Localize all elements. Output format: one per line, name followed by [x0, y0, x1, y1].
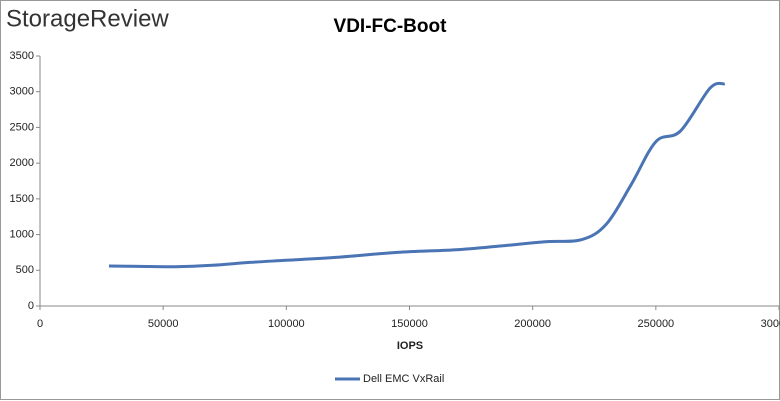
x-tick-label: 250000: [637, 318, 674, 330]
y-tick-label: 3000: [10, 86, 34, 98]
y-tick-label: 500: [16, 264, 34, 276]
data-line: [108, 81, 726, 269]
legend-label: Dell EMC VxRail: [363, 373, 444, 385]
brand-logo: StorageReview: [6, 5, 169, 32]
chart-title: VDI-FC-Boot: [334, 16, 448, 37]
y-tick-label: 2500: [10, 121, 34, 133]
y-tick-label: 1000: [10, 228, 34, 240]
x-tick-label: 0: [37, 318, 43, 330]
y-tick-label: 1500: [10, 193, 34, 205]
x-tick-label: 300000: [761, 318, 780, 330]
x-tick-label: 150000: [391, 318, 428, 330]
y-tick-label: 0: [28, 300, 34, 312]
x-tick-label: 50000: [148, 318, 179, 330]
y-tick-label: 2000: [10, 157, 34, 169]
x-tick-label: 200000: [514, 318, 551, 330]
x-tick-label: 100000: [268, 318, 305, 330]
x-axis-label: IOPS: [397, 340, 423, 352]
y-tick-label: 3500: [10, 50, 34, 62]
